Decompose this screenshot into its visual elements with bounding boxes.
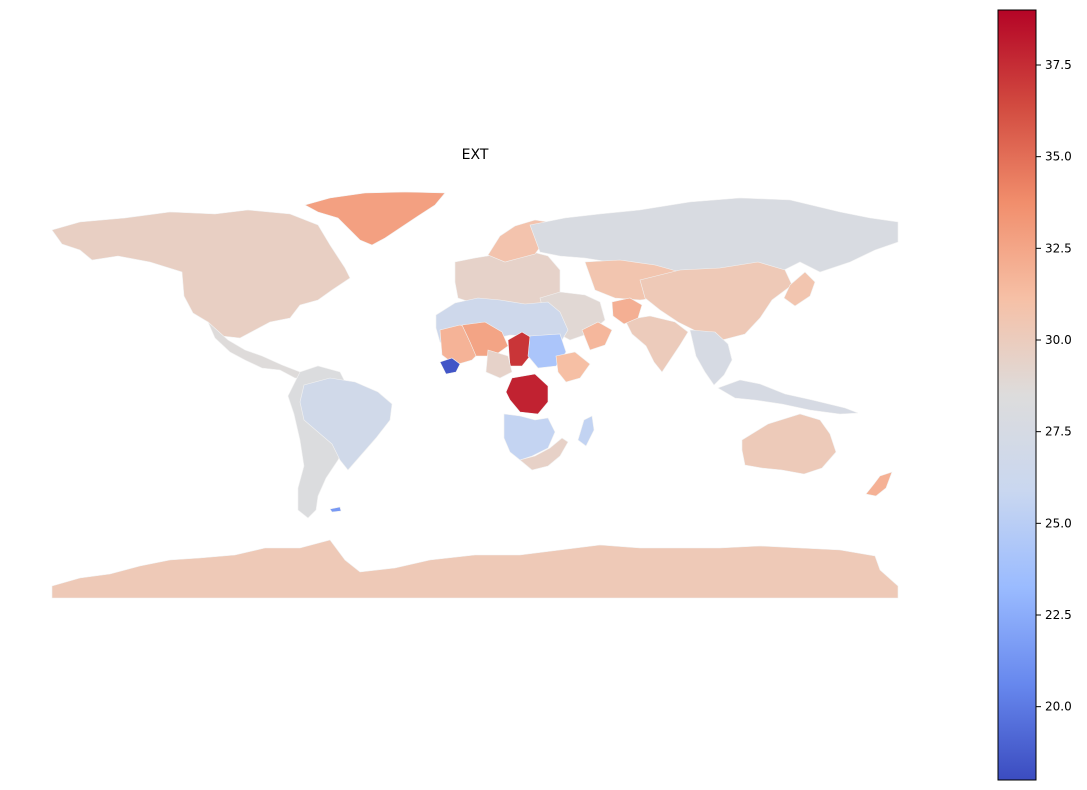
colorbar-tick-label: 30.0 xyxy=(1045,333,1072,347)
region-niger xyxy=(461,321,509,357)
region-central-african-republic xyxy=(485,349,513,379)
region-north-america xyxy=(51,209,351,339)
region-india xyxy=(624,315,689,373)
colorbar-tick-label: 20.0 xyxy=(1045,700,1072,714)
colorbar-gradient xyxy=(997,9,1037,781)
region-oman xyxy=(581,321,613,351)
region-southeast-asia xyxy=(689,329,733,386)
colorbar-tick-label: 25.0 xyxy=(1045,516,1072,530)
region-afghanistan xyxy=(611,297,643,325)
colorbar-tick-label: 32.5 xyxy=(1045,241,1072,255)
region-madagascar xyxy=(577,415,595,447)
region-indonesia xyxy=(717,379,859,415)
region-southern-africa xyxy=(519,437,569,471)
region-ethiopia xyxy=(555,351,591,383)
colorbar-tick-label: 27.5 xyxy=(1045,425,1072,439)
region-dr-congo xyxy=(505,373,549,415)
region-brazil xyxy=(299,377,393,471)
region-guinea xyxy=(439,357,461,375)
region-greenland xyxy=(304,191,446,246)
colorbar-tick-label: 35.0 xyxy=(1045,150,1072,164)
colorbar-tick-label: 37.5 xyxy=(1045,58,1072,72)
region-antarctica xyxy=(51,539,899,599)
region-japan xyxy=(783,271,816,307)
map-title: EXT xyxy=(461,147,489,163)
region-china xyxy=(639,261,793,341)
colorbar-tick-label: 22.5 xyxy=(1045,608,1072,622)
region-new-zealand xyxy=(865,471,893,497)
region-angola xyxy=(503,413,556,461)
region-falkland-islands xyxy=(329,506,342,513)
region-australia xyxy=(741,413,837,475)
